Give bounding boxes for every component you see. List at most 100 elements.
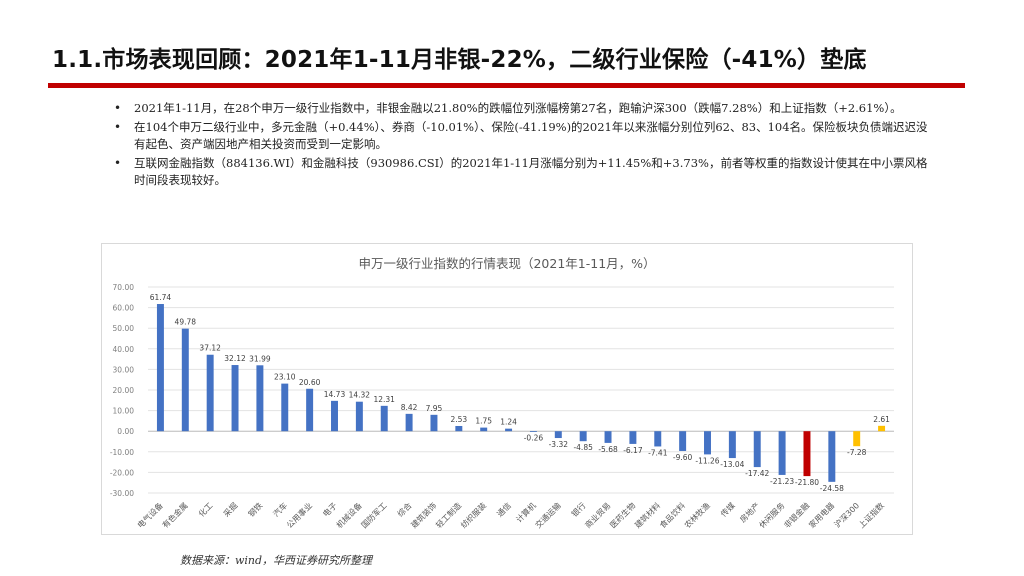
bar: [480, 427, 488, 432]
data-label: 61.74: [150, 293, 172, 302]
category-label: 商业贸易: [583, 500, 613, 530]
bar: [753, 431, 761, 468]
bar: [306, 388, 314, 432]
y-tick-label: 0.00: [117, 427, 134, 436]
category-label: 有色金属: [160, 500, 190, 530]
category-label: 建筑装饰: [409, 500, 439, 530]
data-label: 2.53: [450, 415, 467, 424]
bar: [380, 405, 388, 432]
data-label: -3.32: [549, 440, 569, 449]
category-label: 上证指数: [856, 500, 886, 530]
bar: [803, 431, 811, 477]
bar: [529, 431, 537, 432]
bar: [281, 383, 289, 432]
data-label: 1.75: [475, 417, 492, 426]
data-label: 8.42: [401, 403, 418, 412]
data-label: 14.73: [324, 390, 346, 399]
category-label: 医药生物: [608, 500, 638, 530]
category-label: 食品饮料: [657, 500, 687, 530]
bar: [181, 328, 189, 432]
y-tick-label: 30.00: [113, 365, 135, 374]
data-label: -0.26: [524, 434, 544, 443]
chart-container: 申万一级行业指数的行情表现（2021年1-11月，%） 70.00 60.00 50.…: [101, 243, 913, 535]
y-tick-label: -10.00: [110, 448, 134, 457]
y-tick-label: 40.00: [113, 345, 135, 354]
bar: [206, 354, 214, 432]
bar: [331, 400, 338, 432]
category-label: 交通运输: [533, 500, 563, 530]
data-label: 1.24: [500, 418, 517, 427]
y-tick-label: -20.00: [110, 468, 134, 477]
category-label: 国防军工: [359, 500, 389, 530]
data-label: 7.95: [426, 404, 443, 413]
data-label: -4.85: [573, 443, 593, 452]
bullet-item: 在104个申万二级行业中，多元金融（+0.44%）、券商（-10.01%）、保险…: [112, 119, 932, 153]
category-label: 公用事业: [284, 500, 314, 530]
category-label: 休闲服务: [757, 500, 787, 530]
category-label: 采掘: [221, 500, 239, 518]
bar: [156, 304, 164, 432]
slide-title: 1.1.市场表现回顾：2021年1-11月非银-22%，二级行业保险（-41%）…: [52, 47, 867, 73]
bullet-item: 互联网金融指数（884136.WI）和金融科技（930986.CSI）的2021…: [112, 155, 932, 189]
y-tick-label: 60.00: [113, 304, 135, 313]
category-label: 沪深300: [832, 500, 861, 529]
data-label: -24.58: [820, 484, 844, 493]
bullet-list: 2021年1-11月，在28个申万一级行业指数中，非银金融以21.80%的跌幅位…: [112, 100, 932, 191]
y-tick-label: 20.00: [113, 386, 135, 395]
bar-chart: 申万一级行业指数的行情表现（2021年1-11月，%） 70.00 60.00 50.…: [110, 256, 894, 530]
title-rule: [48, 83, 965, 88]
category-label: 农林牧渔: [682, 500, 712, 530]
data-label: -21.80: [795, 478, 819, 487]
category-label: 钢铁: [246, 500, 264, 518]
data-label: -13.04: [720, 460, 744, 469]
category-label: 非银金融: [782, 500, 812, 530]
category-label: 化工: [196, 500, 214, 518]
category-label: 汽车: [271, 500, 289, 518]
y-tick-label: 10.00: [113, 407, 135, 416]
chart-title: 申万一级行业指数的行情表现（2021年1-11月，%）: [358, 256, 655, 271]
category-label: 机械设备: [334, 500, 364, 530]
category-label: 纺织服装: [458, 500, 488, 530]
data-label: -7.41: [648, 448, 668, 457]
data-label: 32.12: [224, 354, 246, 363]
data-label: 14.32: [349, 391, 371, 400]
bar: [554, 431, 562, 439]
data-label: -11.26: [695, 456, 719, 465]
data-label: 31.99: [249, 354, 271, 363]
bar: [579, 431, 587, 442]
y-tick-label: 50.00: [113, 324, 135, 333]
bullet-item: 2021年1-11月，在28个申万一级行业指数中，非银金融以21.80%的跌幅位…: [112, 100, 932, 117]
bar: [231, 365, 239, 432]
data-label: -5.68: [598, 445, 618, 454]
category-label: 房地产: [738, 500, 762, 524]
bar: [704, 431, 711, 455]
bar: [654, 431, 662, 447]
source-note: 数据来源：wind，华西证券研究所整理: [180, 554, 373, 567]
category-label: 电气设备: [135, 500, 165, 530]
category-label: 轻工制造: [434, 500, 464, 530]
bar: [405, 413, 413, 432]
data-label: -21.23: [770, 477, 794, 486]
bar: [430, 414, 438, 432]
data-label: -17.42: [745, 469, 769, 478]
category-label: 建筑材料: [632, 500, 662, 530]
data-label: 20.60: [299, 378, 321, 387]
data-label: -7.28: [847, 448, 867, 457]
bar: [505, 428, 513, 432]
y-tick-label: -30.00: [110, 489, 134, 498]
data-label: -6.17: [623, 446, 643, 455]
data-label: 49.78: [175, 318, 197, 327]
bar: [828, 431, 836, 482]
y-tick-label: 70.00: [113, 283, 135, 292]
bar: [355, 401, 363, 432]
data-label: 2.61: [873, 415, 890, 424]
bar: [604, 431, 612, 443]
bar: [679, 431, 687, 451]
category-label: 传媒: [718, 500, 736, 518]
category-label: 家用电器: [807, 500, 837, 530]
bar: [853, 431, 861, 447]
data-label: 23.10: [274, 373, 296, 382]
category-label: 计算机: [514, 500, 538, 524]
data-label: -9.60: [673, 453, 693, 462]
category-label: 银行: [569, 500, 587, 518]
